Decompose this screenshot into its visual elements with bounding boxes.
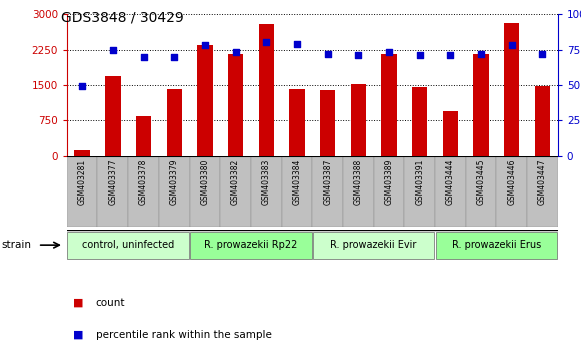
Bar <box>313 156 343 227</box>
Bar <box>436 232 557 259</box>
Text: GSM403389: GSM403389 <box>385 159 393 205</box>
Point <box>446 52 455 58</box>
Bar <box>496 156 527 227</box>
Bar <box>527 156 558 227</box>
Text: GSM403447: GSM403447 <box>538 159 547 205</box>
Text: ■: ■ <box>73 298 83 308</box>
Bar <box>167 89 182 156</box>
Text: R. prowazekii Evir: R. prowazekii Evir <box>331 240 417 250</box>
Text: GSM403383: GSM403383 <box>262 159 271 205</box>
Point <box>385 50 394 55</box>
Bar <box>504 23 519 156</box>
Point <box>77 84 87 89</box>
Text: GSM403377: GSM403377 <box>108 159 117 205</box>
Bar <box>320 90 335 156</box>
Point <box>323 51 332 57</box>
Bar <box>435 156 466 227</box>
Text: GDS3848 / 30429: GDS3848 / 30429 <box>61 11 184 25</box>
Bar <box>67 232 189 259</box>
Bar <box>412 87 428 156</box>
Bar <box>190 232 311 259</box>
Text: R. prowazekii Rp22: R. prowazekii Rp22 <box>205 240 297 250</box>
Point <box>231 50 240 55</box>
Bar <box>74 150 90 156</box>
Bar <box>404 156 435 227</box>
Bar <box>228 54 243 156</box>
Text: GSM403387: GSM403387 <box>323 159 332 205</box>
Bar <box>159 156 189 227</box>
Point <box>170 54 179 59</box>
Text: GSM403445: GSM403445 <box>476 159 486 205</box>
Bar <box>251 156 282 227</box>
Text: GSM403382: GSM403382 <box>231 159 240 205</box>
Bar <box>466 156 496 227</box>
Point <box>507 42 517 48</box>
Text: GSM403446: GSM403446 <box>507 159 517 205</box>
Bar <box>259 24 274 156</box>
Text: GSM403380: GSM403380 <box>200 159 209 205</box>
Point <box>538 51 547 57</box>
Text: control, uninfected: control, uninfected <box>82 240 174 250</box>
Bar <box>282 156 313 227</box>
Bar <box>98 156 128 227</box>
Bar <box>220 156 251 227</box>
Bar <box>136 116 151 156</box>
Text: percentile rank within the sample: percentile rank within the sample <box>96 330 272 340</box>
Text: ■: ■ <box>73 330 83 340</box>
Text: count: count <box>96 298 125 308</box>
Point <box>200 42 210 48</box>
Bar <box>351 84 366 156</box>
Point <box>354 52 363 58</box>
Point <box>261 40 271 45</box>
Bar <box>289 89 304 156</box>
Text: GSM403444: GSM403444 <box>446 159 455 205</box>
Text: GSM403281: GSM403281 <box>78 159 87 205</box>
Text: GSM403388: GSM403388 <box>354 159 363 205</box>
Bar <box>67 156 98 227</box>
Point <box>415 52 424 58</box>
Bar <box>313 232 435 259</box>
Bar <box>443 111 458 156</box>
Bar <box>535 86 550 156</box>
Bar <box>474 54 489 156</box>
Text: GSM403378: GSM403378 <box>139 159 148 205</box>
Point <box>108 47 117 52</box>
Point <box>476 51 486 57</box>
Bar <box>343 156 374 227</box>
Bar <box>105 75 120 156</box>
Bar <box>381 54 397 156</box>
Bar <box>128 156 159 227</box>
Point <box>292 41 302 47</box>
Point <box>139 54 148 59</box>
Text: GSM403379: GSM403379 <box>170 159 179 205</box>
Bar <box>197 45 213 156</box>
Bar <box>374 156 404 227</box>
Text: strain: strain <box>1 240 31 250</box>
Bar <box>189 156 220 227</box>
Text: GSM403391: GSM403391 <box>415 159 424 205</box>
Text: R. prowazekii Erus: R. prowazekii Erus <box>452 240 541 250</box>
Text: GSM403384: GSM403384 <box>292 159 302 205</box>
